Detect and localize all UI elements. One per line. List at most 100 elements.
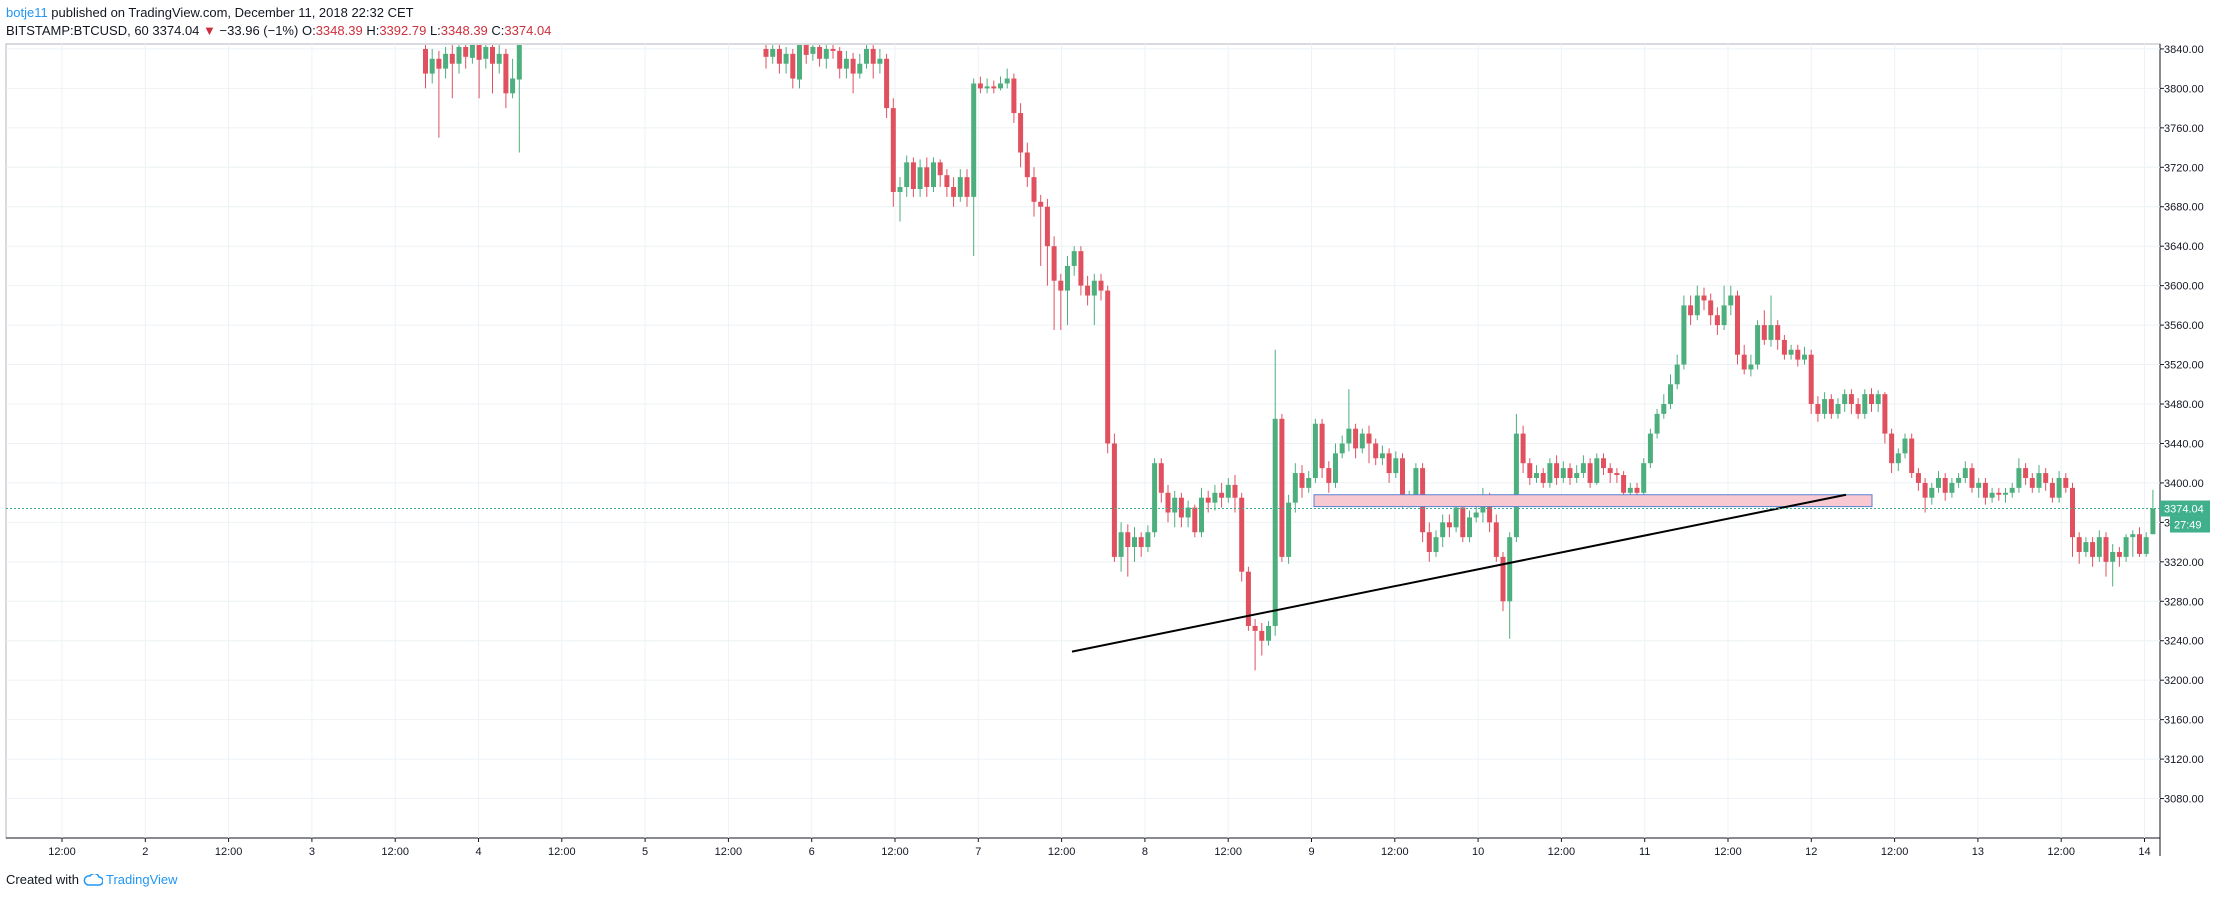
candle-up — [1266, 625, 1271, 641]
author-link[interactable]: botje11 — [6, 5, 48, 20]
candle-up — [496, 53, 502, 64]
x-tick-label: 6 — [809, 846, 815, 858]
candle-up — [823, 48, 829, 59]
candle-up — [516, 45, 522, 80]
candle-up — [1004, 78, 1010, 84]
down-arrow-icon: ▼ — [203, 23, 216, 38]
candle-down — [890, 108, 896, 192]
candle-up — [2009, 487, 2015, 493]
candle-down — [977, 83, 983, 89]
candle-down — [1614, 473, 1620, 476]
candle-down — [1051, 246, 1057, 281]
support-zone[interactable] — [1313, 494, 1873, 508]
candle-up — [1936, 477, 1941, 488]
close-value: 3374.04 — [504, 23, 552, 38]
y-tick-label: 3520.00 — [2164, 360, 2204, 372]
candle-down — [1909, 438, 1915, 474]
y-tick-label: 3680.00 — [2164, 202, 2204, 214]
candle-down — [1855, 404, 1861, 414]
candle-down — [1795, 349, 1801, 360]
candle-down — [1500, 556, 1506, 602]
tradingview-link[interactable]: TradingView — [83, 872, 178, 887]
x-tick-label: 13 — [1972, 846, 1984, 858]
candle-down — [1493, 522, 1499, 557]
candle-down — [944, 175, 950, 188]
candle-down — [1621, 475, 1627, 493]
candle-down — [1299, 473, 1305, 488]
candle-up — [1306, 477, 1312, 488]
candle-down — [1915, 473, 1921, 483]
candle-down — [1869, 394, 1874, 405]
candle-up — [1949, 482, 1955, 493]
candle-down — [1024, 152, 1030, 178]
candle-up — [783, 53, 789, 64]
candle-down — [1996, 492, 2002, 495]
x-tick-label: 12:00 — [1881, 846, 1909, 858]
y-tick-label: 3400.00 — [2164, 478, 2204, 490]
candle-up — [483, 46, 489, 59]
candle-down — [1158, 463, 1164, 493]
y-tick-label: 3200.00 — [2164, 675, 2204, 687]
candle-up — [971, 83, 977, 197]
x-tick-label: 12:00 — [2047, 846, 2075, 858]
candle-up — [998, 83, 1003, 89]
trend-line[interactable] — [1071, 493, 1847, 653]
x-tick-label: 12:00 — [48, 846, 76, 858]
x-tick-label: 9 — [1308, 846, 1314, 858]
candle-up — [1091, 280, 1097, 296]
candle-down — [1426, 532, 1432, 552]
candle-up — [1473, 512, 1479, 518]
candle-up — [1346, 428, 1352, 444]
x-tick-label: 12:00 — [381, 846, 409, 858]
candle-up — [1902, 438, 1908, 454]
candle-down — [850, 58, 856, 74]
candle-down — [910, 162, 916, 189]
time-axis[interactable]: 12:00 2 12:00 3 12:00 4 12:00 5 12:00 6 12:00 7 12:0… — [48, 838, 2151, 858]
grid — [5, 43, 2161, 856]
candle-down — [1038, 201, 1044, 207]
candle-down — [1688, 305, 1694, 316]
close-label: C: — [491, 23, 505, 38]
candle-up — [1668, 384, 1673, 405]
candle-up — [2003, 492, 2008, 495]
candle-down — [2076, 537, 2082, 552]
candle-down — [1245, 571, 1251, 626]
candle-down — [837, 50, 843, 69]
candle-up — [931, 162, 936, 188]
candle-up — [1574, 473, 1580, 478]
candle-up — [1835, 404, 1841, 414]
candle-up — [1728, 295, 1734, 306]
candles — [423, 45, 2156, 671]
candle-down — [1487, 497, 1493, 523]
candle-down — [964, 177, 970, 197]
candle-down — [1279, 418, 1285, 557]
x-tick-label: 8 — [1142, 846, 1148, 858]
x-tick-label: 5 — [642, 846, 648, 858]
candle-up — [1225, 484, 1231, 498]
candle-up — [2110, 551, 2116, 562]
candle-up — [1118, 532, 1124, 557]
candle-up — [1212, 492, 1218, 503]
candle-up — [2123, 537, 2129, 557]
candle-up — [1647, 433, 1653, 464]
price-axis[interactable]: 3840.00 3800.00 3760.00 3720.00 3680.00 3640.… — [2160, 44, 2210, 806]
candle-up — [864, 48, 869, 64]
x-tick-label: 12:00 — [715, 846, 743, 858]
candle-down — [1078, 251, 1084, 286]
candle-down — [1400, 458, 1405, 503]
candle-up — [1413, 468, 1419, 498]
candle-up — [1929, 487, 1935, 498]
open-value: 3348.39 — [315, 23, 363, 38]
candle-down — [1252, 625, 1258, 631]
candle-up — [1507, 537, 1513, 602]
candle-down — [1044, 206, 1050, 247]
candle-up — [1379, 453, 1385, 459]
candle-up — [1393, 458, 1399, 474]
x-tick-label: 12:00 — [1714, 846, 1742, 858]
y-tick-label: 3640.00 — [2164, 241, 2204, 253]
candle-up — [917, 167, 923, 189]
y-tick-label: 3560.00 — [2164, 320, 2204, 332]
x-tick-label: 12:00 — [215, 846, 243, 858]
